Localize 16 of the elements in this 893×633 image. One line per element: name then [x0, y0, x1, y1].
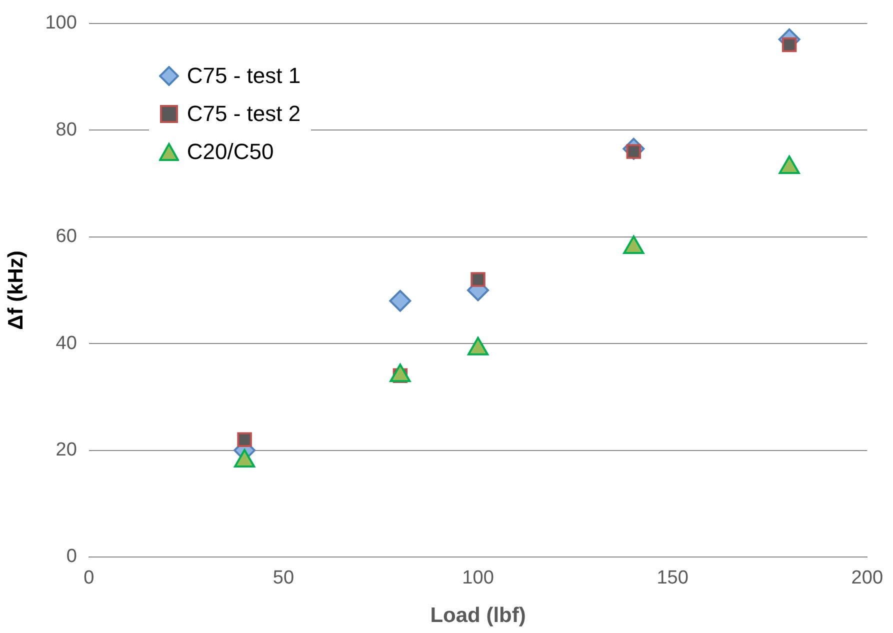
x-axis-title: Load (lbf) [430, 604, 526, 628]
y-tick-label: 0 [66, 546, 77, 568]
y-tick-label: 20 [56, 440, 77, 461]
y-tick-label: 100 [45, 12, 77, 34]
y-axis-title: Δf (kHz) [4, 250, 28, 330]
x-tick-label: 100 [462, 568, 494, 589]
legend-label: C20/C50 [186, 139, 274, 166]
x-tick-label: 150 [656, 568, 688, 589]
x-tick-label: 200 [851, 568, 883, 589]
legend-label: C75 - test 1 [186, 63, 301, 90]
x-tick-label: 0 [84, 568, 94, 589]
legend-label: C75 - test 2 [186, 101, 301, 128]
y-tick-label: 60 [56, 226, 77, 248]
y-tick-label: 40 [56, 332, 77, 354]
y-tick-label: 80 [56, 119, 77, 140]
x-tick-label: 50 [272, 568, 294, 589]
